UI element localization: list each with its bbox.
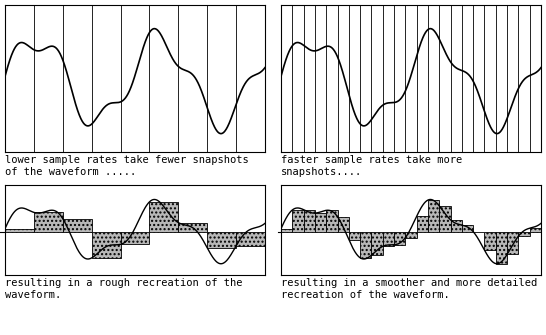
Bar	[337, 217, 349, 231]
Bar	[496, 231, 507, 264]
Bar	[518, 231, 530, 236]
Bar	[207, 231, 236, 248]
Bar	[121, 231, 150, 244]
Bar	[292, 210, 304, 231]
Bar	[349, 231, 360, 240]
Bar	[315, 213, 326, 231]
Bar	[360, 231, 371, 258]
Bar	[462, 225, 473, 231]
Bar	[428, 200, 440, 231]
Bar	[304, 210, 315, 231]
Bar	[34, 212, 63, 231]
Bar	[394, 231, 405, 245]
Bar	[484, 231, 496, 250]
Bar	[371, 231, 383, 255]
Bar	[281, 229, 292, 231]
Bar	[417, 216, 428, 231]
Bar	[440, 206, 450, 231]
Bar	[326, 210, 337, 231]
Bar	[179, 222, 207, 231]
Bar	[405, 231, 417, 238]
Text: resulting in a rough recreation of the
waveform.: resulting in a rough recreation of the w…	[5, 278, 242, 299]
Bar	[92, 231, 121, 258]
Bar	[450, 220, 462, 231]
Bar	[530, 228, 541, 231]
Bar	[150, 202, 179, 231]
Bar	[236, 231, 265, 246]
Text: lower sample rates take fewer snapshots
of the waveform .....: lower sample rates take fewer snapshots …	[5, 155, 249, 177]
Text: faster sample rates take more
snapshots....: faster sample rates take more snapshots.…	[281, 155, 462, 177]
Bar	[63, 219, 92, 231]
Bar	[507, 231, 518, 255]
Bar	[5, 229, 34, 231]
Bar	[383, 231, 394, 246]
Text: resulting in a smoother and more detailed
recreation of the waveform.: resulting in a smoother and more detaile…	[281, 278, 537, 299]
